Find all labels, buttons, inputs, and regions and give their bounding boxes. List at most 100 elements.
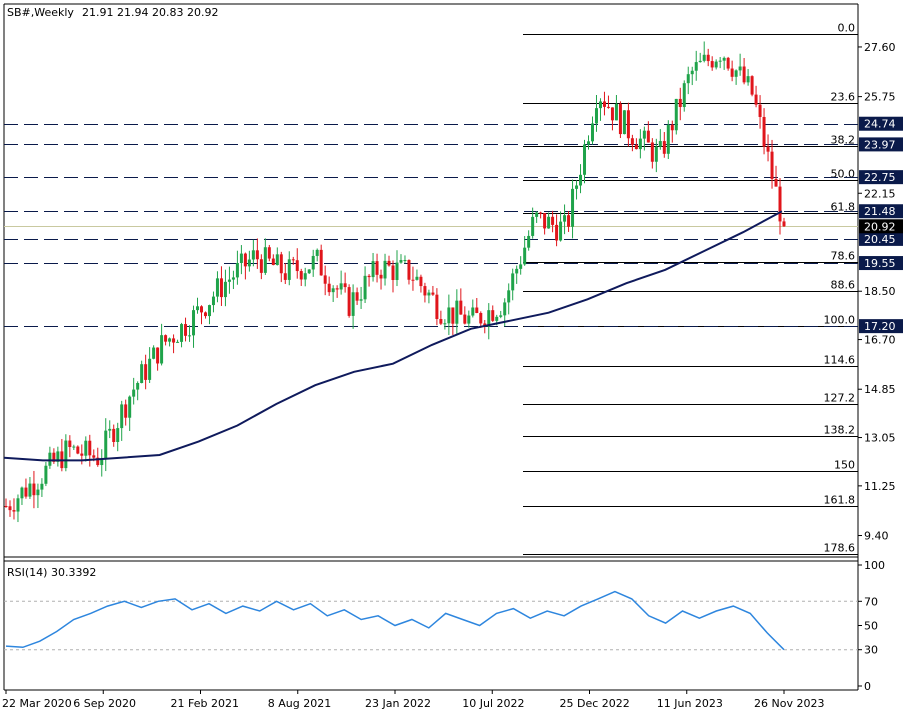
rsi-tick-label: 30 [864, 644, 878, 657]
candle-body [718, 60, 722, 62]
candle-body [686, 74, 690, 84]
price-tick-label: 27.60 [864, 41, 896, 54]
candle-body [427, 292, 431, 296]
candle-body [263, 247, 267, 273]
rsi-tick-label: 70 [864, 595, 878, 608]
candle-body [219, 278, 223, 298]
candle-body [630, 138, 634, 145]
candle-body [287, 259, 291, 280]
candle-body [455, 300, 459, 324]
candle-body [188, 335, 192, 337]
candle-body [116, 428, 120, 442]
fib-label-78.6: 78.6 [831, 250, 856, 263]
candle-body [575, 185, 579, 189]
candle-body [275, 254, 279, 266]
candle-body [650, 142, 654, 162]
candle-body [694, 62, 698, 71]
chart-ohlc: 21.91 21.94 20.83 20.92 [82, 6, 218, 19]
candle-body [331, 288, 335, 293]
candle-body [339, 283, 343, 290]
fib-label-0.0: 0.0 [838, 22, 856, 35]
price-tick-label: 11.25 [864, 480, 896, 493]
candle-body [168, 338, 172, 342]
price-tick-label: 25.75 [864, 91, 896, 104]
price-tick-label: 14.85 [864, 383, 896, 396]
candle-body [511, 273, 515, 291]
candle-body [104, 430, 108, 460]
price-axis: 27.60 25.75 22.15 18.50 16.70 14.85 13.05 11.25… [858, 41, 896, 543]
candle-body [634, 144, 638, 150]
candle-body [754, 94, 758, 105]
fib-label-100.0: 100.0 [824, 314, 856, 327]
time-tick-label: 6 Sep 2020 [73, 697, 136, 710]
candle-body [642, 130, 646, 139]
candle-body [587, 141, 591, 145]
candle-body [471, 307, 475, 316]
rsi-tick-label: 100 [864, 559, 885, 572]
candle-body [662, 141, 666, 154]
candle-body [64, 440, 68, 469]
rsi-tick-label: 50 [864, 620, 878, 633]
candle-body [24, 487, 28, 497]
candle-body [259, 259, 263, 273]
price-tag-label: 20.45 [864, 233, 896, 246]
candle-body [283, 273, 287, 280]
candle-body [479, 312, 483, 324]
candle-body [28, 483, 32, 497]
candle-body [247, 259, 251, 267]
candle-body [762, 116, 766, 147]
time-tick-label: 10 Jul 2022 [462, 697, 524, 710]
fib-label-114.6: 114.6 [824, 354, 856, 367]
price-tag-box [859, 170, 903, 185]
price-tag-label: 21.48 [864, 205, 896, 218]
rsi-line [5, 590, 785, 651]
candle-body [251, 250, 255, 260]
price-tag-box [859, 204, 903, 219]
candle-body [172, 338, 176, 343]
rsi-panel: 100 70 50 30 0 [4, 559, 885, 693]
fibonacci-levels: 0.0 23.6 38.2 50.0 61.8 78.6 88.6 100.0 114.6 127… [523, 22, 858, 555]
candle-body [271, 258, 275, 266]
candle-body [319, 249, 323, 276]
candle-body [419, 276, 423, 287]
price-tags: 24.74 23.97 22.75 21.48 20.45 19.55 17.20 20.92 [859, 116, 903, 334]
candle-body [690, 70, 694, 75]
fib-label-178.6: 178.6 [824, 542, 856, 555]
candle-body [555, 224, 559, 241]
candle-body [363, 275, 367, 300]
fib-label-127.2: 127.2 [824, 392, 856, 405]
price-tick-label: 18.50 [864, 285, 896, 298]
time-tick-label: 8 Aug 2021 [268, 697, 331, 710]
candle-body [359, 299, 363, 301]
candle-body [423, 286, 427, 296]
candlestick-series [4, 41, 786, 523]
candle-body [487, 310, 491, 327]
candle-body [399, 260, 403, 263]
time-tick-label: 23 Jan 2022 [365, 697, 431, 710]
candle-body [742, 66, 746, 83]
candle-body [782, 221, 786, 227]
candle-body [211, 296, 215, 306]
candle-body [698, 60, 702, 63]
candle-body [447, 307, 451, 324]
candle-body [682, 83, 686, 108]
price-tick-label: 16.70 [864, 334, 896, 347]
candle-body [279, 254, 283, 274]
candle-body [112, 428, 116, 442]
current-price-box [859, 219, 903, 234]
price-tick-label: 13.05 [864, 432, 896, 445]
candle-body [327, 283, 331, 293]
candle-body [563, 215, 567, 222]
candle-body [579, 174, 583, 186]
candle-body [467, 315, 471, 324]
candle-body [678, 98, 682, 108]
candle-body [702, 54, 706, 61]
candle-body [594, 108, 598, 124]
fib-label-150: 150 [834, 459, 855, 472]
candle-body [136, 383, 140, 390]
candle-body [495, 316, 499, 321]
candle-body [459, 300, 463, 315]
rsi-tick-label: 0 [864, 680, 871, 693]
